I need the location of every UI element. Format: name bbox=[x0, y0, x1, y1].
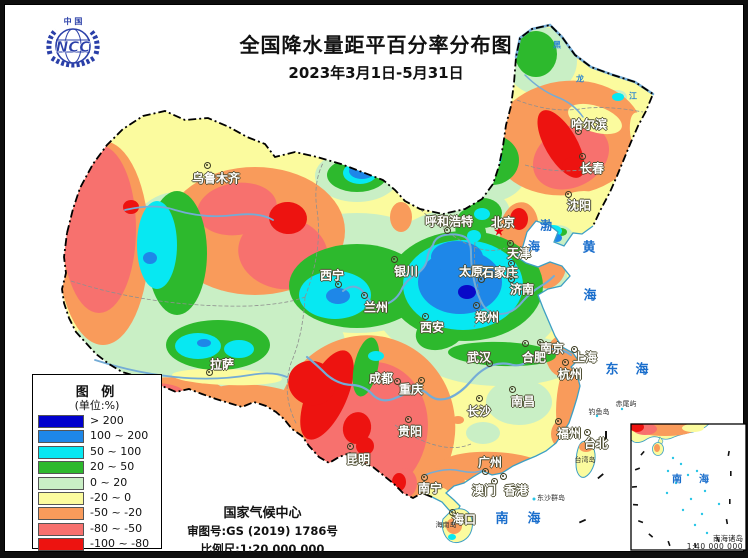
map-scale: 比例尺:1:20 000 000 bbox=[200, 542, 325, 556]
legend-swatch bbox=[38, 492, 84, 505]
approval-number: 审图号:GS (2019) 1786号 bbox=[187, 524, 338, 538]
map-page: 中 国 NCC 全国降水量距平百分率分布图 2023年3月1日-5月31日 bbox=[4, 4, 747, 556]
legend-label: -50 ~ -20 bbox=[90, 506, 143, 520]
legend-title: 图 例 bbox=[75, 385, 119, 400]
south-china-sea-inset bbox=[631, 424, 746, 550]
legend-swatch bbox=[38, 445, 84, 459]
page-subtitle: 2023年3月1日-5月31日 bbox=[288, 64, 464, 82]
legend-swatch bbox=[38, 415, 84, 428]
inset-border bbox=[630, 423, 747, 551]
anomaly-field bbox=[62, 25, 653, 514]
legend: 图 例 (单位:%) > 200 100 ~ 200 50 ~ 100 20 ~ 50… bbox=[32, 374, 162, 552]
small-islands bbox=[532, 407, 624, 524]
logo-org-text: 中 国 bbox=[64, 16, 83, 26]
china-precipitation-map bbox=[61, 23, 747, 551]
national-border bbox=[61, 24, 655, 500]
legend-swatch bbox=[38, 522, 84, 536]
legend-unit: (单位:%) bbox=[74, 399, 120, 412]
legend-swatch bbox=[38, 430, 84, 444]
page-title: 全国降水量距平百分率分布图 bbox=[239, 33, 513, 57]
legend-label: -20 ~ 0 bbox=[90, 491, 132, 504]
legend-label: 100 ~ 200 bbox=[90, 429, 149, 443]
legend-label: > 200 bbox=[90, 414, 124, 427]
legend-swatch bbox=[38, 507, 84, 521]
legend-label: -80 ~ -50 bbox=[90, 521, 143, 535]
inset-scale: 1:40 000 000 bbox=[686, 542, 743, 551]
inset-title: 南海诸岛 bbox=[713, 534, 743, 543]
logo-acronym: NCC bbox=[56, 38, 91, 56]
legend-label: 0 ~ 20 bbox=[90, 475, 128, 489]
legend-label: 20 ~ 50 bbox=[90, 460, 135, 474]
map-credits: 国家气候中心 审图号:GS (2019) 1786号 比例尺:1:20 000 … bbox=[155, 502, 370, 557]
coastline bbox=[431, 220, 594, 515]
legend-label: -100 ~ -80 bbox=[90, 537, 150, 551]
ncc-logo: 中 国 NCC bbox=[46, 16, 100, 68]
legend-swatch bbox=[38, 461, 84, 475]
legend-label: 50 ~ 100 bbox=[90, 444, 142, 458]
legend-swatch bbox=[38, 538, 84, 552]
organization-name: 国家气候中心 bbox=[223, 506, 302, 521]
legend-swatch bbox=[38, 476, 84, 490]
